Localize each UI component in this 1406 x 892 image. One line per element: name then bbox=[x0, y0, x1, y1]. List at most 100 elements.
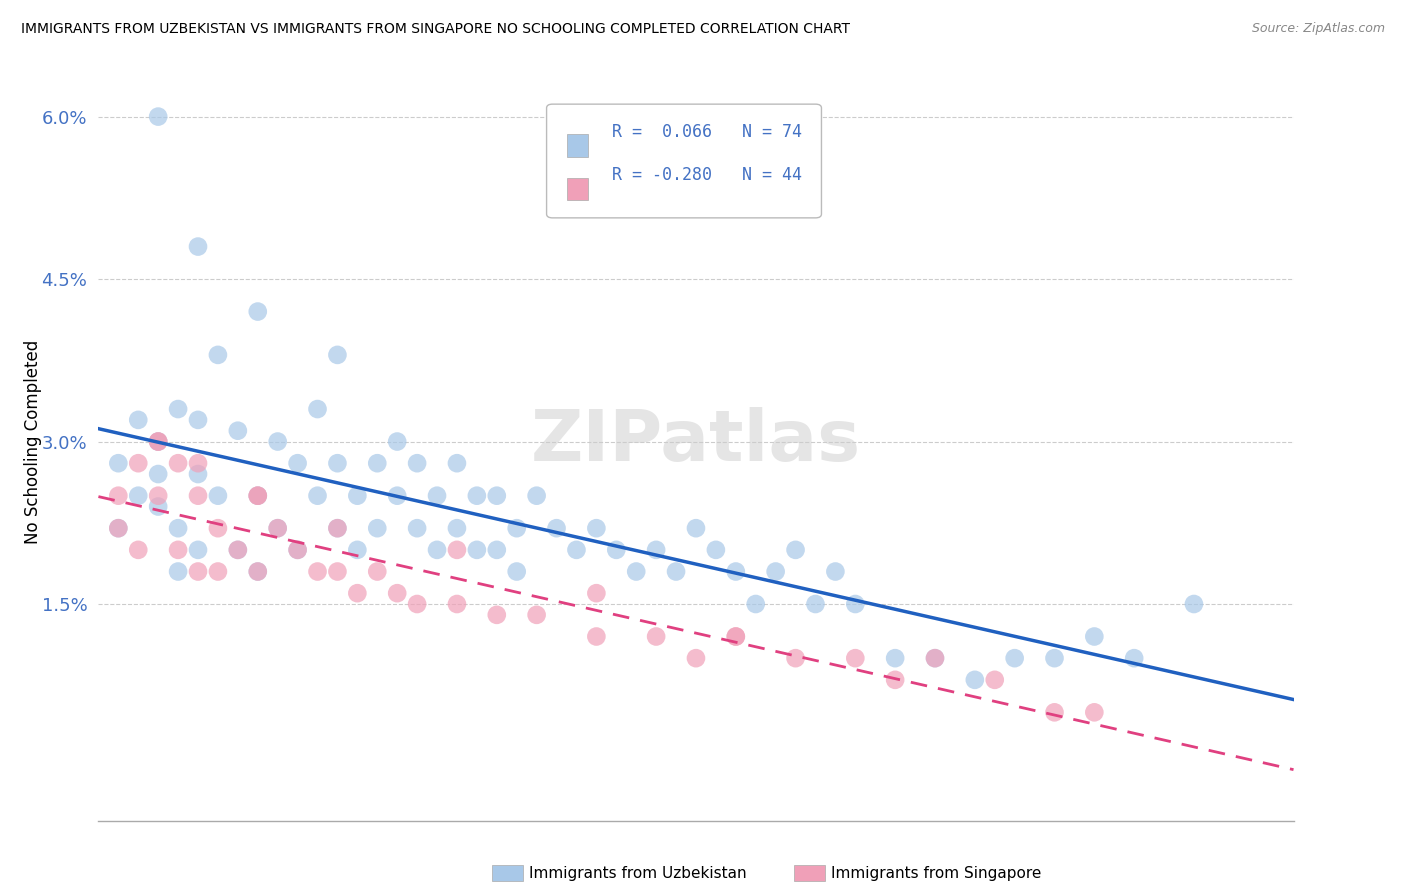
Point bbox=[724, 565, 747, 579]
Text: Immigrants from Singapore: Immigrants from Singapore bbox=[831, 866, 1042, 880]
Point bbox=[267, 521, 290, 535]
Point bbox=[326, 348, 349, 362]
Point bbox=[785, 651, 807, 665]
Point bbox=[844, 651, 866, 665]
Point bbox=[167, 402, 190, 417]
Point bbox=[107, 521, 129, 535]
Point bbox=[207, 565, 229, 579]
Point bbox=[465, 542, 488, 557]
Point bbox=[1083, 706, 1105, 720]
Point bbox=[346, 489, 368, 503]
Point bbox=[785, 542, 807, 557]
Point bbox=[724, 630, 747, 644]
Point bbox=[187, 239, 209, 253]
Point bbox=[127, 542, 149, 557]
Point bbox=[148, 467, 170, 481]
Point bbox=[884, 673, 907, 687]
Point bbox=[724, 630, 747, 644]
Point bbox=[246, 489, 269, 503]
Point bbox=[585, 586, 607, 600]
Point bbox=[326, 521, 349, 535]
Point bbox=[346, 586, 368, 600]
Text: No Schooling Completed: No Schooling Completed bbox=[24, 340, 42, 543]
Point bbox=[187, 456, 209, 470]
Bar bbox=[567, 135, 588, 157]
Point bbox=[426, 489, 449, 503]
Point bbox=[506, 565, 529, 579]
Point bbox=[366, 521, 388, 535]
Point bbox=[267, 434, 290, 449]
Point bbox=[884, 651, 907, 665]
Point bbox=[546, 521, 568, 535]
Point bbox=[924, 651, 946, 665]
Point bbox=[127, 456, 149, 470]
Point bbox=[465, 489, 488, 503]
Bar bbox=[567, 178, 588, 201]
Point bbox=[167, 456, 190, 470]
Point bbox=[406, 521, 429, 535]
Point bbox=[565, 542, 588, 557]
Point bbox=[824, 565, 846, 579]
Text: IMMIGRANTS FROM UZBEKISTAN VS IMMIGRANTS FROM SINGAPORE NO SCHOOLING COMPLETED C: IMMIGRANTS FROM UZBEKISTAN VS IMMIGRANTS… bbox=[21, 22, 851, 37]
Point bbox=[1182, 597, 1205, 611]
Point bbox=[1043, 651, 1066, 665]
Point bbox=[287, 456, 309, 470]
Point bbox=[267, 521, 290, 535]
Point bbox=[148, 489, 170, 503]
Point bbox=[307, 489, 329, 503]
Point bbox=[107, 456, 129, 470]
Point bbox=[1083, 630, 1105, 644]
Point bbox=[1004, 651, 1026, 665]
Point bbox=[148, 434, 170, 449]
Point bbox=[148, 110, 170, 124]
Point bbox=[704, 542, 727, 557]
Point bbox=[485, 607, 508, 622]
Point bbox=[287, 542, 309, 557]
Point bbox=[745, 597, 768, 611]
Point bbox=[585, 630, 607, 644]
Point bbox=[207, 521, 229, 535]
Point bbox=[685, 651, 707, 665]
Text: Source: ZipAtlas.com: Source: ZipAtlas.com bbox=[1251, 22, 1385, 36]
Point bbox=[385, 586, 409, 600]
Point bbox=[226, 542, 249, 557]
Point bbox=[446, 542, 468, 557]
Point bbox=[307, 565, 329, 579]
Point bbox=[406, 456, 429, 470]
Point bbox=[187, 542, 209, 557]
Point bbox=[326, 521, 349, 535]
Point bbox=[485, 542, 508, 557]
Point bbox=[326, 456, 349, 470]
Point bbox=[1043, 706, 1066, 720]
Point bbox=[645, 630, 668, 644]
Point bbox=[804, 597, 827, 611]
Point bbox=[148, 434, 170, 449]
Point bbox=[246, 489, 269, 503]
Point bbox=[844, 597, 866, 611]
Point bbox=[307, 402, 329, 417]
Point bbox=[287, 542, 309, 557]
Point bbox=[187, 413, 209, 427]
Point bbox=[226, 542, 249, 557]
Point bbox=[167, 565, 190, 579]
Point bbox=[385, 434, 409, 449]
Point bbox=[426, 542, 449, 557]
Point bbox=[526, 607, 548, 622]
Point bbox=[626, 565, 648, 579]
Point bbox=[506, 521, 529, 535]
Point bbox=[665, 565, 688, 579]
Point bbox=[924, 651, 946, 665]
Point bbox=[366, 565, 388, 579]
Point bbox=[207, 489, 229, 503]
Point bbox=[226, 424, 249, 438]
FancyBboxPatch shape bbox=[547, 104, 821, 218]
Point bbox=[187, 489, 209, 503]
Point bbox=[406, 597, 429, 611]
Point bbox=[148, 500, 170, 514]
Point bbox=[148, 434, 170, 449]
Point bbox=[127, 489, 149, 503]
Point bbox=[446, 521, 468, 535]
Point bbox=[385, 489, 409, 503]
Point bbox=[446, 597, 468, 611]
Point bbox=[187, 565, 209, 579]
